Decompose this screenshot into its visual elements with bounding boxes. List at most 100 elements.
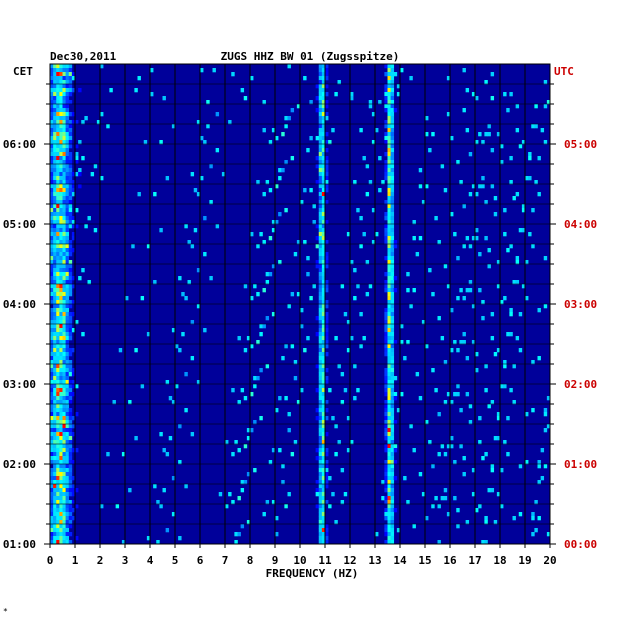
spectrogram-cell: [390, 100, 395, 105]
spectrogram-cell: [68, 124, 73, 129]
spectrogram-cell: [281, 356, 285, 361]
spectrogram-cell: [393, 444, 398, 449]
spectrogram-cell: [53, 172, 57, 177]
spectrogram-cell: [387, 468, 391, 473]
spectrogram-cell: [53, 316, 57, 321]
spectrogram-cell: [59, 244, 63, 249]
spectrogram-cell: [325, 172, 329, 177]
spectrogram-cell: [390, 460, 395, 465]
spectrogram-cell: [56, 428, 60, 433]
spectrogram-cell: [325, 200, 329, 205]
spectrogram-cell: [325, 288, 329, 293]
spectrogram-cell: [65, 308, 70, 313]
spectrogram-cell: [543, 412, 548, 417]
spectrogram-cell: [59, 420, 63, 425]
spectrogram-cell: [50, 156, 54, 161]
spectrogram-cell: [56, 144, 60, 149]
spectrogram-cell: [50, 376, 54, 381]
spectrogram-cell: [259, 416, 263, 421]
spectrogram-cell: [250, 296, 254, 301]
spectrogram-cell: [62, 188, 66, 193]
spectrogram-cell: [68, 416, 73, 421]
spectrogram-cell: [53, 424, 57, 429]
spectrogram-cell: [512, 364, 516, 369]
spectrogram-cell: [478, 252, 482, 257]
spectrogram-cell: [59, 160, 63, 165]
spectrogram-cell: [384, 280, 388, 285]
spectrogram-cell: [315, 480, 320, 485]
spectrogram-cell: [50, 200, 54, 205]
spectrogram-cell: [531, 244, 535, 249]
spectrogram-cell: [171, 328, 176, 333]
spectrogram-cell: [318, 268, 323, 273]
x-tick-label: 3: [122, 554, 129, 567]
spectrogram-cell: [390, 500, 395, 505]
spectrogram-cell: [537, 480, 541, 485]
spectrogram-cell: [412, 288, 416, 293]
spectrogram-cell: [56, 392, 60, 397]
spectrogram-cell: [62, 512, 66, 517]
spectrogram-cell: [56, 500, 60, 505]
x-tick-label: 18: [493, 554, 506, 567]
spectrogram-cell: [437, 316, 441, 321]
spectrogram-cell: [321, 232, 326, 237]
spectrogram-cell: [50, 460, 54, 465]
spectrogram-cell: [346, 320, 351, 325]
spectrogram-cell: [62, 128, 66, 133]
spectrogram-cell: [56, 412, 60, 417]
x-tick-label: 16: [443, 554, 457, 567]
spectrogram-cell: [321, 188, 326, 193]
spectrogram-cell: [56, 260, 60, 265]
spectrogram-cell: [509, 92, 513, 97]
spectrogram-cell: [321, 360, 326, 365]
spectrogram-cell: [318, 380, 323, 385]
spectrogram-cell: [390, 80, 395, 85]
spectrogram-cell: [318, 536, 323, 541]
spectrogram-cell: [312, 220, 316, 225]
spectrogram-cell: [196, 192, 201, 197]
spectrogram-cell: [337, 440, 341, 445]
spectrogram-cell: [318, 292, 323, 297]
spectrogram-cell: [384, 132, 388, 137]
spectrogram-cell: [393, 288, 398, 293]
spectrogram-cell: [278, 396, 282, 401]
spectrogram-cell: [387, 420, 391, 425]
chart-title: ZUGS HHZ BW 01 (Zugsspitze): [221, 50, 400, 63]
spectrogram-cell: [240, 480, 245, 485]
spectrogram-cell: [62, 216, 66, 221]
spectrogram-cell: [443, 452, 448, 457]
spectrogram-cell: [390, 512, 395, 517]
spectrogram-cell: [384, 380, 388, 385]
spectrogram-cell: [62, 264, 66, 269]
spectrogram-cell: [318, 100, 323, 105]
spectrogram-cell: [503, 364, 507, 369]
spectrogram-cell: [68, 396, 73, 401]
spectrogram-cell: [56, 356, 60, 361]
spectrogram-cell: [321, 196, 326, 201]
spectrogram-cell: [384, 464, 388, 469]
spectrogram-cell: [65, 80, 70, 85]
spectrogram-cell: [65, 480, 70, 485]
spectrogram-cell: [481, 184, 485, 189]
spectrogram-cell: [484, 80, 488, 85]
spectrogram-cell: [325, 352, 329, 357]
spectrogram-cell: [387, 436, 391, 441]
spectrogram-cell: [315, 236, 320, 241]
x-tick-label: 12: [343, 554, 356, 567]
spectrogram-cell: [68, 420, 73, 425]
spectrogram-cell: [528, 232, 532, 237]
spectrogram-cell: [318, 532, 323, 537]
spectrogram-cell: [325, 92, 329, 97]
spectrogram-cell: [206, 100, 210, 105]
spectrogram-cell: [384, 448, 388, 453]
spectrogram-cell: [71, 448, 76, 453]
spectrogram-cell: [384, 472, 388, 477]
spectrogram-cell: [59, 444, 63, 449]
spectrogram-cell: [418, 236, 423, 241]
spectrogram-cell: [62, 368, 66, 373]
spectrogram-cell: [56, 224, 60, 229]
spectrogram-cell: [384, 528, 388, 533]
spectrogram-cell: [62, 328, 66, 333]
spectrogram-cell: [56, 104, 60, 109]
spectrogram-cell: [537, 356, 541, 361]
